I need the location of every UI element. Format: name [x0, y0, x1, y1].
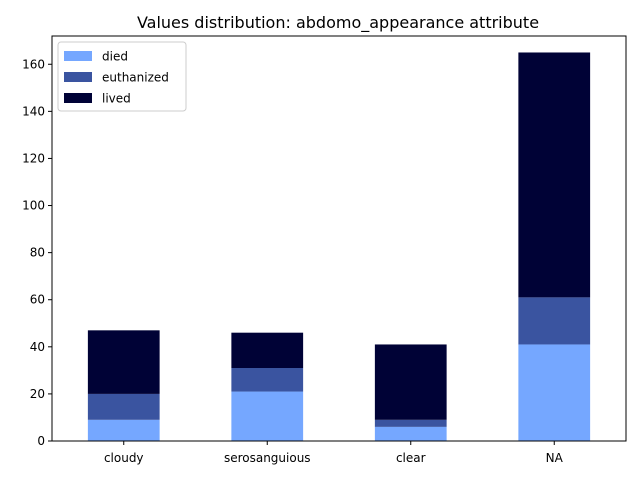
legend-label-died: died — [102, 50, 128, 64]
legend-swatch-lived — [64, 93, 92, 103]
chart-title: Values distribution: abdomo_appearance a… — [137, 13, 539, 33]
y-tick-label: 160 — [22, 57, 45, 71]
legend-label-lived: lived — [102, 92, 131, 106]
plot-frame — [51, 35, 627, 442]
y-tick-label: 80 — [30, 246, 45, 260]
bars-group — [87, 52, 591, 441]
bar-lived-clear — [374, 344, 447, 420]
bar-euthanized-na — [518, 297, 591, 345]
bar-lived-cloudy — [87, 330, 160, 394]
bar-euthanized-serosanguious — [231, 368, 304, 392]
x-tick-label-na: NA — [546, 451, 564, 465]
y-tick-label: 120 — [22, 151, 45, 165]
legend-swatch-died — [64, 51, 92, 61]
bar-died-clear — [374, 426, 447, 441]
bar-died-cloudy — [87, 419, 160, 441]
x-tick-label-serosanguious: serosanguious — [224, 451, 311, 465]
bar-lived-na — [518, 52, 591, 298]
bar-died-serosanguious — [231, 391, 304, 441]
bar-euthanized-clear — [374, 419, 447, 427]
bar-euthanized-cloudy — [87, 393, 160, 420]
axes-group: 0 20 40 60 80 100 120 140 160 cloudy serosanguious… — [22, 35, 627, 465]
y-tick-label: 0 — [37, 434, 45, 448]
y-tick-label: 20 — [30, 387, 45, 401]
legend-swatch-euthanized — [64, 72, 92, 82]
legend-label-euthanized: euthanized — [102, 71, 169, 85]
y-tick-label: 60 — [30, 293, 45, 307]
legend: died euthanized lived — [57, 41, 187, 112]
bar-died-na — [518, 344, 591, 441]
y-tick-label: 140 — [22, 104, 45, 118]
y-tick-label: 40 — [30, 340, 45, 354]
x-tick-label-clear: clear — [396, 451, 426, 465]
y-tick-label: 100 — [22, 199, 45, 213]
x-tick-label-cloudy: cloudy — [104, 451, 144, 465]
bar-lived-serosanguious — [231, 332, 304, 369]
